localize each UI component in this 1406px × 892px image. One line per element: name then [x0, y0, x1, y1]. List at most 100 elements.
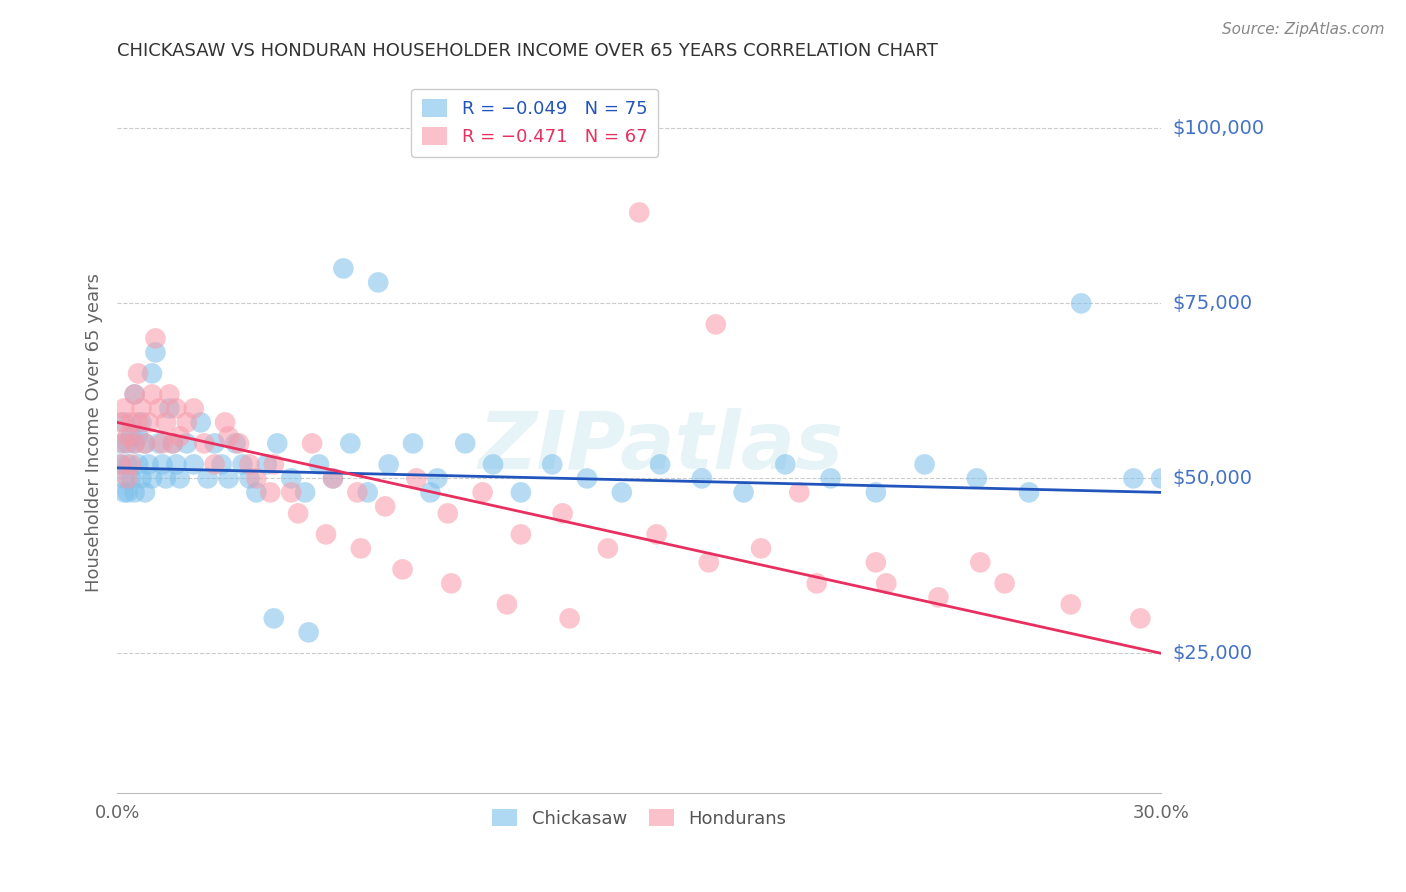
- Point: [704, 318, 727, 332]
- Point: [148, 401, 170, 416]
- Point: [165, 458, 187, 472]
- Point: [294, 485, 316, 500]
- Point: [112, 485, 135, 500]
- Point: [124, 387, 146, 401]
- Point: [357, 485, 380, 500]
- Point: [367, 276, 389, 290]
- Point: [350, 541, 373, 556]
- Point: [117, 485, 139, 500]
- Point: [112, 471, 135, 485]
- Point: [124, 436, 146, 450]
- Point: [225, 436, 247, 450]
- Point: [690, 471, 713, 485]
- Point: [266, 436, 288, 450]
- Point: [346, 485, 368, 500]
- Point: [969, 555, 991, 569]
- Point: [110, 416, 132, 430]
- Point: [787, 485, 810, 500]
- Point: [482, 458, 505, 472]
- Point: [391, 562, 413, 576]
- Point: [124, 485, 146, 500]
- Point: [155, 471, 177, 485]
- Point: [322, 471, 344, 485]
- Point: [211, 458, 233, 472]
- Point: [112, 401, 135, 416]
- Point: [110, 436, 132, 450]
- Point: [176, 436, 198, 450]
- Point: [138, 416, 160, 430]
- Point: [110, 458, 132, 472]
- Point: [169, 429, 191, 443]
- Text: $50,000: $50,000: [1173, 469, 1253, 488]
- Point: [176, 416, 198, 430]
- Legend: Chickasaw, Hondurans: Chickasaw, Hondurans: [485, 802, 793, 835]
- Point: [558, 611, 581, 625]
- Point: [509, 527, 531, 541]
- Point: [148, 436, 170, 450]
- Point: [927, 591, 949, 605]
- Point: [157, 387, 180, 401]
- Point: [875, 576, 897, 591]
- Point: [112, 416, 135, 430]
- Point: [197, 471, 219, 485]
- Point: [214, 416, 236, 430]
- Point: [426, 471, 449, 485]
- Point: [162, 436, 184, 450]
- Point: [436, 507, 458, 521]
- Point: [551, 507, 574, 521]
- Point: [190, 416, 212, 430]
- Point: [238, 458, 260, 472]
- Point: [169, 471, 191, 485]
- Point: [204, 436, 226, 450]
- Text: Source: ZipAtlas.com: Source: ZipAtlas.com: [1222, 22, 1385, 37]
- Point: [141, 367, 163, 381]
- Point: [138, 458, 160, 472]
- Point: [145, 331, 167, 345]
- Point: [820, 471, 842, 485]
- Point: [1150, 471, 1173, 485]
- Point: [1060, 598, 1083, 612]
- Point: [733, 485, 755, 500]
- Point: [280, 485, 302, 500]
- Point: [218, 471, 240, 485]
- Point: [127, 458, 149, 472]
- Point: [259, 485, 281, 500]
- Point: [131, 416, 153, 430]
- Point: [228, 436, 250, 450]
- Point: [697, 555, 720, 569]
- Point: [865, 485, 887, 500]
- Point: [110, 458, 132, 472]
- Point: [628, 205, 651, 219]
- Point: [648, 458, 671, 472]
- Point: [152, 436, 174, 450]
- Point: [263, 611, 285, 625]
- Point: [134, 436, 156, 450]
- Point: [218, 429, 240, 443]
- Point: [193, 436, 215, 450]
- Text: $75,000: $75,000: [1173, 293, 1253, 313]
- Point: [301, 436, 323, 450]
- Point: [117, 458, 139, 472]
- Point: [134, 436, 156, 450]
- Point: [183, 458, 205, 472]
- Point: [141, 471, 163, 485]
- Point: [120, 458, 142, 472]
- Point: [127, 367, 149, 381]
- Point: [117, 436, 139, 450]
- Point: [127, 429, 149, 443]
- Point: [141, 387, 163, 401]
- Point: [117, 471, 139, 485]
- Point: [374, 500, 396, 514]
- Point: [127, 416, 149, 430]
- Point: [775, 458, 797, 472]
- Y-axis label: Householder Income Over 65 years: Householder Income Over 65 years: [86, 273, 103, 592]
- Point: [1070, 296, 1092, 310]
- Point: [134, 485, 156, 500]
- Point: [155, 416, 177, 430]
- Point: [120, 416, 142, 430]
- Point: [124, 387, 146, 401]
- Point: [377, 458, 399, 472]
- Point: [245, 471, 267, 485]
- Point: [332, 261, 354, 276]
- Point: [749, 541, 772, 556]
